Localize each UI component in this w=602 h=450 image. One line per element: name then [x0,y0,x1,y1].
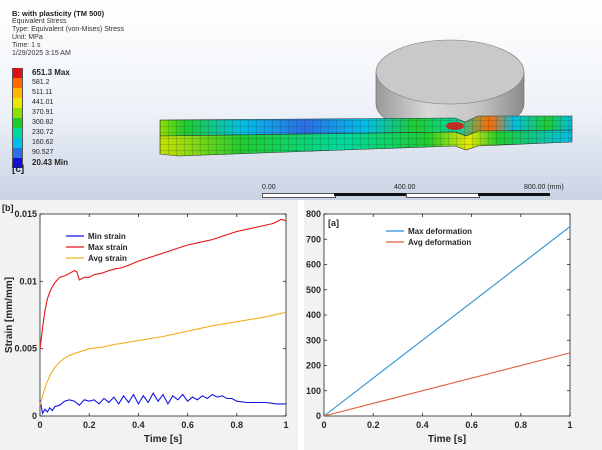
legend-color-swatch [12,78,23,88]
y-tick-label: 200 [306,361,321,371]
x-axis-label: Time [s] [428,434,466,445]
legend-value: 370.91 [32,109,54,116]
x-axis-label: Time [s] [144,434,182,445]
scale-label: 800.00 (mm) [524,184,564,191]
legend-value: 160.62 [32,139,54,146]
deformation-chart-panel: 0 0.2 0.4 0.6 0.8 1 0 100 200 300 400 500 600 700 800 T… [304,200,602,450]
scale-bar: 0.00 400.00 800.00 (mm) [262,184,592,198]
legend-entry: Max deformation [408,227,472,236]
y-tick-label: 500 [306,285,321,295]
legend-color-swatch [12,128,23,138]
y-tick-label: 0 [316,411,321,421]
x-tick-label: 0 [37,420,42,430]
result-info-line: Unit: MPa [12,34,43,41]
legend-value: 300.82 [32,119,54,126]
series-line [323,352,571,417]
scale-bar-segment [334,193,406,196]
y-tick-label: 0.015 [14,209,37,219]
legend-entry: Avg strain [88,254,127,263]
panel-label: [b] [2,203,14,213]
legend-entry: Avg deformation [408,238,471,247]
x-tick-label: 0.4 [132,420,145,430]
y-tick-label: 0 [32,411,37,421]
result-info-line: Time: 1 s [12,42,41,49]
x-tick-label: 0.2 [367,420,380,430]
scale-label: 0.00 [262,184,276,191]
legend-color-swatch [12,88,23,98]
panel-divider [298,200,304,450]
plot-area [323,213,571,417]
y-tick-label: 0.005 [14,344,37,354]
y-tick-label: 0.01 [19,276,37,286]
legend-color-swatch [12,158,23,168]
series-line [39,391,286,415]
legend-entry: Min strain [88,232,126,241]
y-tick-label: 300 [306,335,321,345]
legend-color-swatch [12,148,23,158]
panel-label: [a] [328,218,339,228]
y-tick-label: 600 [306,260,321,270]
scale-bar-segment [406,193,480,198]
fea-model-scene [159,39,573,157]
result-info-block: B: with plasticity (TM 500) Equivalent S… [12,10,124,58]
scale-label: 400.00 [394,184,416,191]
y-tick-label: 100 [306,386,321,396]
x-tick-label: 0.8 [231,420,244,430]
legend-value: 90.527 [32,149,54,156]
result-title: B: with plasticity (TM 500) [12,9,105,18]
x-tick-label: 0 [321,420,326,430]
result-info-line: Type: Equivalent (von-Mises) Stress [12,26,125,33]
result-info-line: Equivalent Stress [12,18,67,25]
plot-area [39,213,287,417]
strain-chart-panel: 0 0.2 0.4 0.6 0.8 1 0 0.005 0.01 0.015 Time [s] Str… [0,200,298,450]
series-line [39,218,287,349]
result-info-line: 1/29/2025 3:15 AM [12,50,71,57]
legend-value: 441.01 [32,99,54,106]
legend-color-swatch [12,108,23,118]
x-tick-label: 0.4 [416,420,429,430]
x-tick-label: 0.8 [515,420,528,430]
y-tick-label: 700 [306,234,321,244]
legend-value: 581.2 [32,79,50,86]
y-tick-label: 800 [306,209,321,219]
series-line [39,311,287,406]
legend-value: 230.72 [32,129,54,136]
fea-result-view: B: with plasticity (TM 500) Equivalent S… [0,0,602,200]
legend-color-swatch [12,118,23,128]
deformed-beam [159,115,573,157]
scale-bar-segment [478,193,550,196]
series-line [323,226,571,417]
strain-chart: 0 0.2 0.4 0.6 0.8 1 0 0.005 0.01 0.015 Time [s] Str… [2,203,289,445]
legend-color-swatch [12,138,23,148]
y-axis-label: Strain [mm/mm] [4,277,15,353]
scale-bar-segment [262,193,336,198]
legend-color-swatch [12,98,23,108]
legend-color-swatch [12,68,23,78]
deformation-chart: 0 0.2 0.4 0.6 0.8 1 0 100 200 300 400 500 600 700 800 T… [306,209,573,445]
y-tick-label: 400 [306,310,321,320]
x-tick-label: 1 [283,420,288,430]
x-tick-label: 0.2 [83,420,96,430]
legend-entry: Max strain [88,243,128,252]
x-tick-label: 0.6 [465,420,478,430]
x-tick-label: 1 [567,420,572,430]
legend-value: 511.11 [32,89,53,96]
legend-value: 651.3 Max [32,68,70,77]
legend-value: 20.43 Min [32,158,69,167]
x-tick-label: 0.6 [181,420,194,430]
panel-label-c: [c] [12,164,25,175]
